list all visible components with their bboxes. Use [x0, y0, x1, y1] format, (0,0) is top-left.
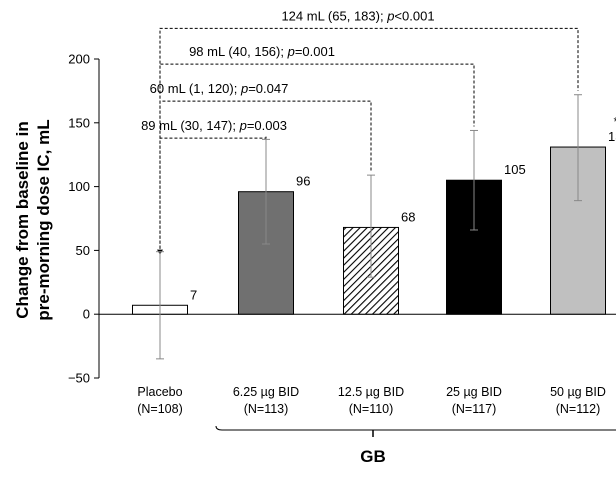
- bars: 7 96 68 105 131*: [132, 94, 616, 360]
- comparison-label: 60 mL (1, 120); p=0.047: [150, 81, 289, 96]
- group-label: GB: [360, 447, 386, 466]
- y-tick-label: 150: [68, 115, 90, 130]
- category-n-label: (N=117): [452, 402, 497, 416]
- comparison-label: 89 mL (30, 147); p=0.003: [141, 118, 287, 133]
- comparison-bracket: [159, 27, 579, 254]
- comparison-brackets: 89 mL (30, 147); p=0.003 60 mL (1, 120); …: [141, 8, 579, 255]
- category-n-label: (N=112): [556, 402, 601, 416]
- value-label: 105: [504, 162, 526, 177]
- value-label: 96: [296, 174, 310, 189]
- y-axis: −50 0 50 100 150 200 Change from baseline in pr…: [13, 52, 616, 386]
- x-axis-categories: Placebo (N=108) 6.25 µg BID (N=113) 12.5 µg …: [137, 385, 606, 416]
- y-tick-label: −50: [68, 371, 90, 386]
- value-label: 68: [401, 209, 415, 224]
- comparison-bracket: [159, 63, 475, 254]
- y-axis-title: pre-morning dose IC, mL: [34, 119, 53, 320]
- y-axis-title: Change from baseline in: [13, 121, 32, 318]
- category-n-label: (N=113): [244, 402, 289, 416]
- group-bracket: GB: [215, 425, 616, 466]
- category-n-label: (N=110): [349, 402, 394, 416]
- category-label: 50 µg BID: [550, 385, 606, 399]
- comparison-label: 124 mL (65, 183); p<0.001: [281, 8, 434, 23]
- value-label: 131: [608, 129, 616, 144]
- value-label: 7: [190, 287, 197, 302]
- significance-marker: *: [613, 114, 616, 129]
- category-label: 6.25 µg BID: [233, 385, 299, 399]
- category-n-label: (N=108): [137, 402, 183, 416]
- comparison-label: 98 mL (40, 156); p=0.001: [189, 44, 335, 59]
- category-label: Placebo: [137, 385, 182, 399]
- category-label: 12.5 µg BID: [338, 385, 404, 399]
- y-tick-label: 0: [83, 307, 90, 322]
- category-label: 25 µg BID: [446, 385, 502, 399]
- y-tick-label: 100: [68, 179, 90, 194]
- y-tick-label: 50: [76, 243, 90, 258]
- group-bracket-line: [215, 425, 616, 431]
- y-tick-label: 200: [68, 52, 90, 67]
